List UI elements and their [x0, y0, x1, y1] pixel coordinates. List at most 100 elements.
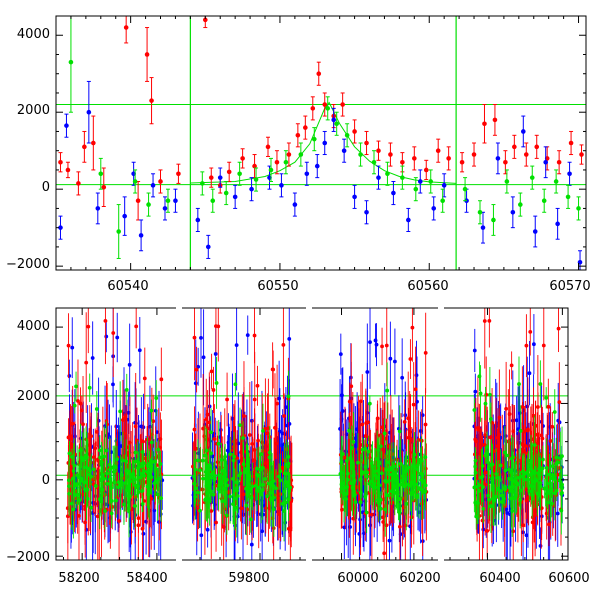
axis-break	[306, 307, 312, 310]
data-point	[472, 348, 477, 353]
data-point	[482, 319, 487, 323]
data-point	[406, 482, 410, 487]
data-point	[126, 486, 130, 491]
data-point	[356, 460, 360, 465]
data-point	[495, 156, 501, 161]
data-point	[123, 25, 129, 30]
bottom-x-tick-label: 58200	[58, 571, 99, 586]
data-point	[149, 440, 154, 445]
data-point	[255, 383, 260, 388]
data-point	[384, 467, 389, 472]
data-point	[127, 469, 132, 474]
data-point	[263, 477, 267, 481]
data-point	[205, 244, 211, 250]
data-point	[212, 437, 217, 441]
data-point	[421, 490, 426, 495]
data-point	[400, 175, 405, 180]
data-point	[135, 198, 141, 204]
data-point	[480, 225, 486, 230]
data-point	[200, 181, 205, 186]
data-point	[70, 421, 75, 426]
data-point	[102, 476, 106, 481]
data-point	[283, 159, 289, 165]
data-point	[268, 497, 273, 502]
data-point	[525, 404, 530, 409]
data-point	[377, 461, 382, 466]
data-point	[176, 171, 181, 177]
data-point	[382, 551, 387, 556]
data-point	[198, 508, 202, 513]
data-point	[414, 373, 419, 378]
data-point	[396, 483, 401, 487]
data-point	[556, 159, 562, 165]
data-point	[287, 336, 292, 341]
data-point	[127, 362, 132, 367]
top-x-tick-label: 60550	[257, 279, 298, 294]
data-point	[252, 333, 257, 338]
data-point	[316, 71, 322, 77]
data-point	[538, 382, 543, 386]
data-point	[195, 217, 201, 223]
data-point	[133, 459, 137, 464]
data-point	[112, 480, 117, 485]
data-point	[104, 334, 109, 339]
data-point	[149, 496, 154, 501]
data-point	[214, 324, 218, 329]
data-point	[507, 485, 512, 490]
data-point	[233, 382, 238, 387]
data-point	[514, 418, 519, 423]
data-point	[487, 392, 492, 397]
data-point	[384, 343, 389, 348]
data-point	[303, 125, 308, 130]
data-point	[149, 98, 154, 103]
data-point	[173, 198, 178, 204]
data-point	[411, 402, 416, 407]
data-point	[258, 452, 263, 457]
data-point	[359, 469, 364, 474]
data-point	[483, 453, 488, 458]
data-point	[133, 450, 138, 455]
data-point	[284, 405, 288, 410]
data-point	[325, 106, 331, 111]
data-point	[535, 432, 540, 437]
data-point	[235, 456, 240, 461]
data-point	[214, 520, 218, 525]
data-point	[226, 169, 232, 175]
data-point	[154, 396, 159, 401]
data-point	[376, 501, 381, 506]
data-point	[322, 102, 328, 107]
data-point	[281, 343, 286, 347]
top-plot-area	[56, 16, 586, 270]
data-point	[410, 325, 415, 330]
data-point	[114, 498, 119, 503]
data-point	[504, 453, 509, 458]
data-point	[544, 466, 549, 470]
data-point	[104, 448, 109, 453]
data-point	[554, 455, 559, 460]
data-point	[162, 206, 168, 211]
data-point	[109, 511, 114, 516]
data-point	[377, 483, 382, 488]
top-axes: 4000 2000 0 −2000 60540 60550 60560 6057…	[6, 16, 591, 294]
data-point	[392, 472, 397, 477]
data-point	[210, 198, 216, 204]
data-point	[138, 233, 144, 238]
data-point	[84, 360, 89, 365]
data-point	[286, 483, 290, 488]
top-x-tick-label: 60560	[407, 279, 448, 294]
data-point	[241, 436, 245, 440]
data-point	[520, 129, 526, 134]
data-point	[380, 425, 385, 430]
data-point	[192, 335, 197, 340]
data-point	[77, 514, 81, 518]
data-point	[143, 456, 148, 461]
data-point	[76, 399, 80, 403]
data-point	[58, 225, 63, 230]
data-point	[103, 509, 107, 513]
data-point	[196, 364, 201, 369]
data-point	[423, 351, 428, 355]
data-point	[203, 453, 207, 458]
data-point	[400, 159, 405, 165]
data-point	[483, 433, 488, 437]
data-point	[545, 500, 550, 505]
